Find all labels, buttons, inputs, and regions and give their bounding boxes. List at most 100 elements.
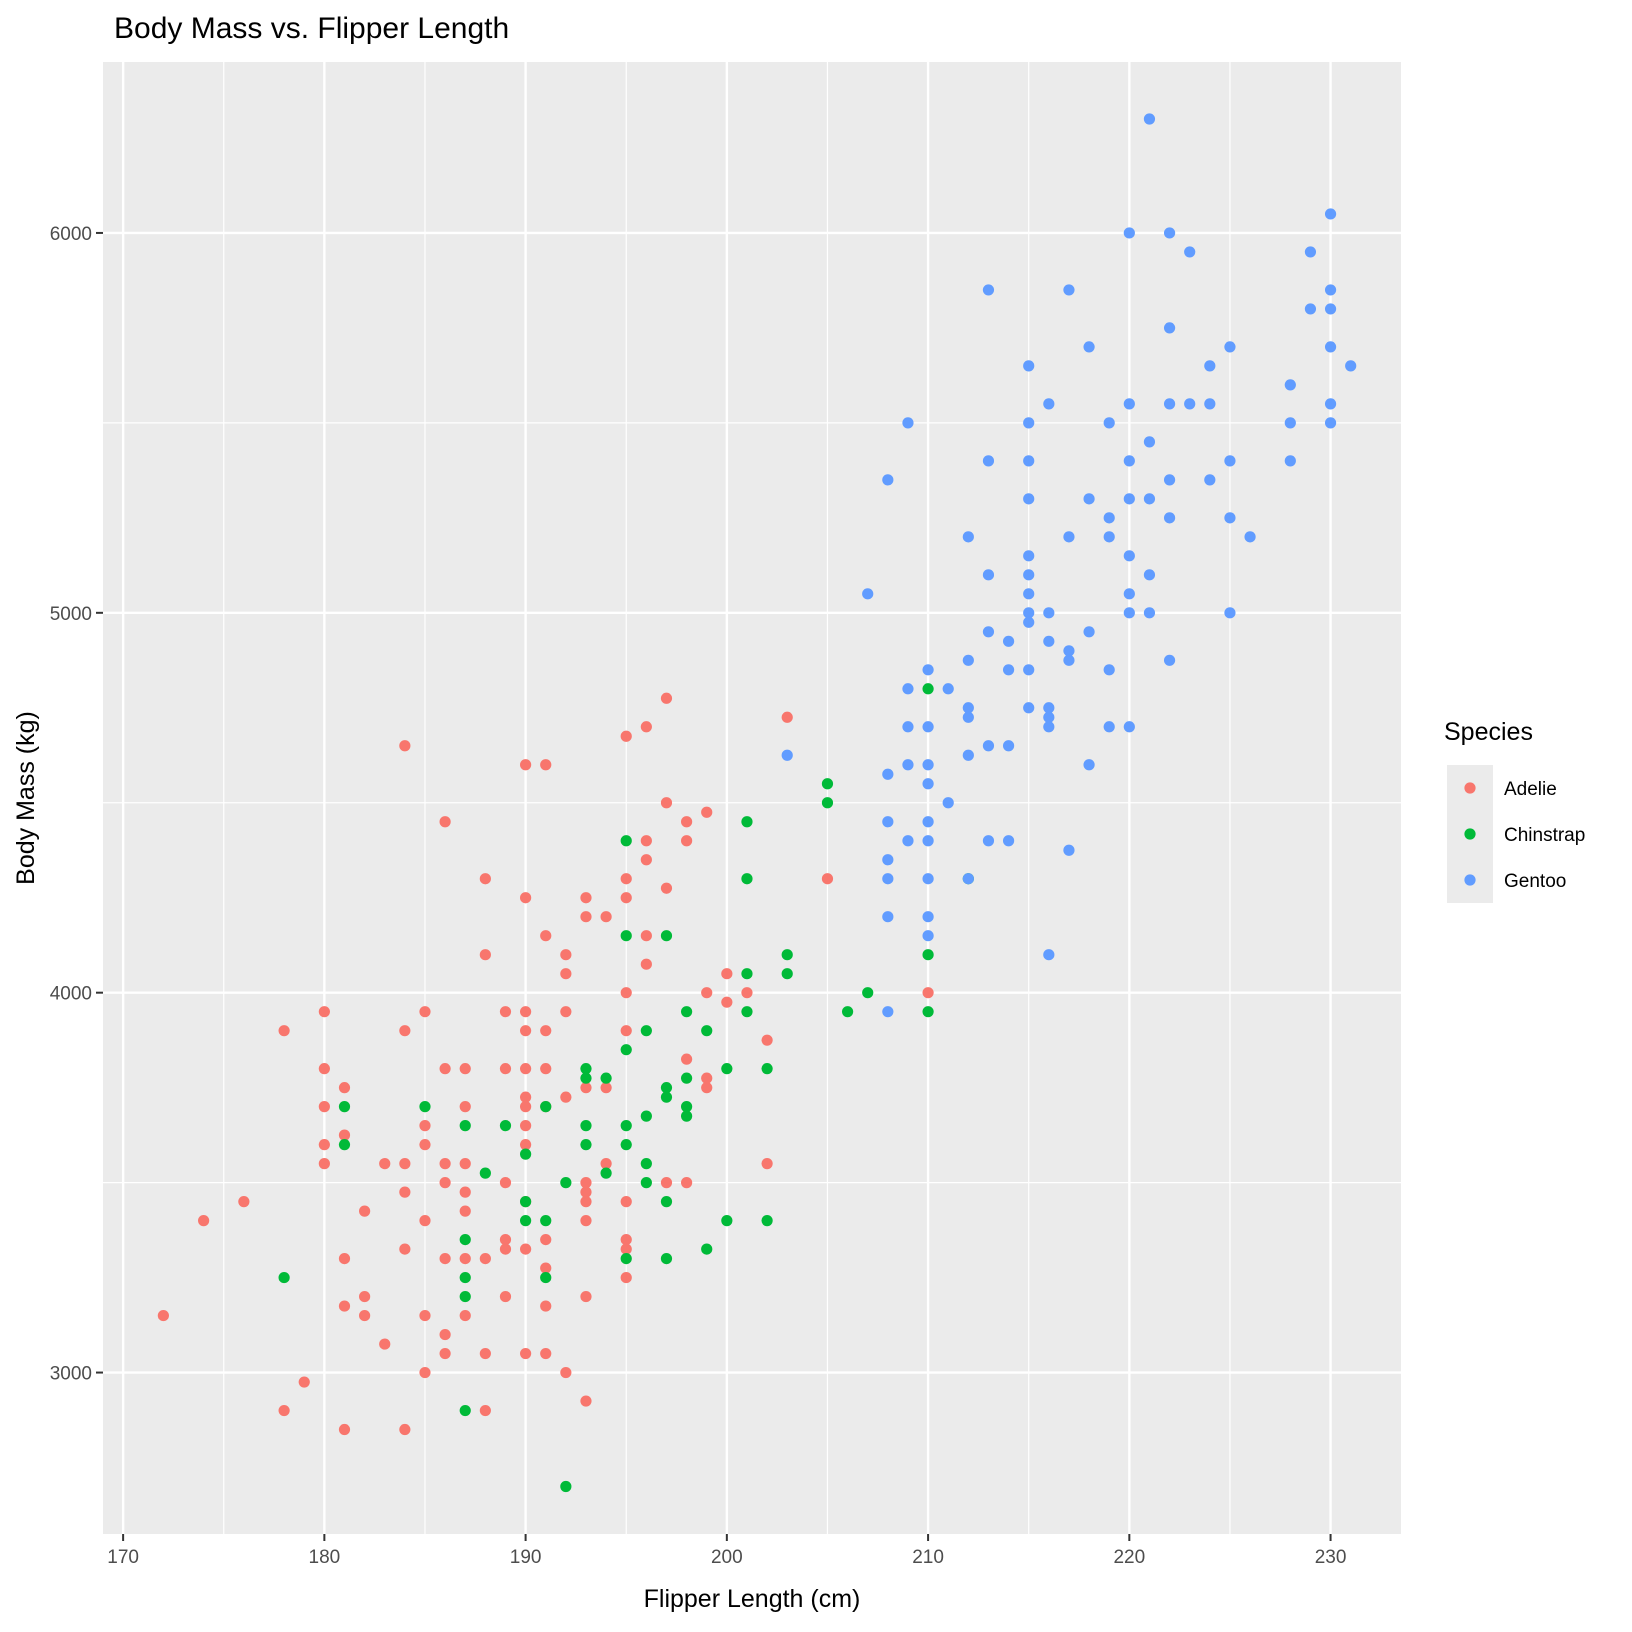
data-point-gentoo bbox=[1023, 455, 1035, 467]
data-point-adelie bbox=[399, 1186, 411, 1198]
data-point-adelie bbox=[580, 892, 592, 904]
data-point-chinstrap bbox=[620, 930, 632, 942]
data-point-chinstrap bbox=[922, 1006, 934, 1018]
data-point-gentoo bbox=[1023, 360, 1035, 372]
data-point-adelie bbox=[318, 1139, 330, 1151]
data-point-gentoo bbox=[1324, 341, 1337, 353]
data-point-chinstrap bbox=[841, 1006, 854, 1018]
data-point-gentoo bbox=[962, 654, 974, 666]
data-point-chinstrap bbox=[741, 1006, 753, 1018]
data-point-adelie bbox=[640, 930, 652, 942]
data-point-adelie bbox=[580, 911, 592, 923]
data-point-gentoo bbox=[1123, 607, 1135, 619]
data-point-chinstrap bbox=[620, 1120, 632, 1132]
data-point-gentoo bbox=[1184, 398, 1196, 410]
data-point-adelie bbox=[439, 1252, 451, 1265]
data-point-gentoo bbox=[1224, 607, 1236, 619]
data-point-gentoo bbox=[1023, 550, 1035, 562]
data-point-adelie bbox=[419, 1215, 431, 1227]
data-point-gentoo bbox=[1143, 607, 1156, 619]
data-point-adelie bbox=[439, 816, 451, 828]
data-point-gentoo bbox=[1002, 835, 1015, 847]
data-point-adelie bbox=[520, 892, 532, 904]
data-point-chinstrap bbox=[459, 1120, 471, 1132]
data-point-gentoo bbox=[902, 721, 914, 733]
data-point-adelie bbox=[499, 1290, 512, 1303]
data-point-gentoo bbox=[922, 930, 934, 942]
data-point-adelie bbox=[520, 759, 532, 771]
data-point-adelie bbox=[399, 1158, 411, 1170]
data-point-adelie bbox=[580, 1177, 592, 1189]
data-point-gentoo bbox=[1324, 303, 1337, 315]
data-point-adelie bbox=[680, 816, 693, 828]
data-point-adelie bbox=[761, 1158, 773, 1170]
data-point-chinstrap bbox=[620, 1252, 632, 1265]
data-point-adelie bbox=[459, 1063, 471, 1075]
data-point-gentoo bbox=[1063, 284, 1075, 296]
data-point-adelie bbox=[338, 1300, 351, 1312]
data-point-chinstrap bbox=[660, 1082, 673, 1094]
legend-label-adelie: Adelie bbox=[1504, 779, 1557, 800]
data-point-chinstrap bbox=[338, 1139, 351, 1151]
y-axis-title: Body Mass (kg) bbox=[12, 711, 40, 885]
y-tick-label: 3000 bbox=[50, 1364, 92, 1385]
data-point-chinstrap bbox=[520, 1196, 532, 1208]
data-point-chinstrap bbox=[640, 1025, 652, 1037]
data-point-gentoo bbox=[1163, 227, 1176, 239]
data-point-gentoo bbox=[962, 873, 974, 885]
data-point-adelie bbox=[660, 882, 673, 894]
data-point-adelie bbox=[399, 1423, 411, 1436]
data-point-adelie bbox=[560, 949, 572, 961]
data-point-gentoo bbox=[1123, 493, 1135, 505]
data-point-chinstrap bbox=[660, 1091, 673, 1103]
data-point-adelie bbox=[439, 1177, 451, 1189]
data-point-chinstrap bbox=[278, 1271, 290, 1284]
data-point-gentoo bbox=[1123, 721, 1135, 733]
plot-panel bbox=[103, 62, 1401, 1534]
data-point-gentoo bbox=[922, 664, 934, 676]
data-point-adelie bbox=[318, 1006, 330, 1018]
data-point-gentoo bbox=[1002, 664, 1015, 676]
data-point-chinstrap bbox=[520, 1215, 532, 1227]
data-point-gentoo bbox=[1284, 417, 1296, 429]
data-point-chinstrap bbox=[660, 1252, 673, 1265]
data-point-chinstrap bbox=[680, 1110, 693, 1122]
data-point-adelie bbox=[620, 1234, 632, 1246]
data-point-gentoo bbox=[1224, 512, 1236, 524]
data-point-adelie bbox=[459, 1309, 471, 1322]
data-point-adelie bbox=[620, 1196, 632, 1208]
data-point-chinstrap bbox=[640, 1110, 652, 1122]
data-point-gentoo bbox=[781, 749, 793, 761]
data-point-adelie bbox=[540, 1300, 552, 1312]
data-point-gentoo bbox=[962, 531, 974, 543]
data-point-chinstrap bbox=[922, 683, 934, 695]
data-point-gentoo bbox=[1345, 360, 1357, 372]
data-point-gentoo bbox=[1163, 398, 1176, 410]
data-point-gentoo bbox=[982, 569, 995, 581]
data-point-chinstrap bbox=[660, 1196, 673, 1208]
data-point-adelie bbox=[540, 930, 552, 942]
data-point-gentoo bbox=[1304, 303, 1317, 315]
data-point-gentoo bbox=[962, 702, 974, 714]
data-point-adelie bbox=[520, 1347, 532, 1360]
data-point-gentoo bbox=[882, 873, 894, 885]
data-point-gentoo bbox=[882, 854, 894, 866]
data-point-gentoo bbox=[1002, 740, 1015, 752]
data-point-gentoo bbox=[902, 759, 914, 771]
data-point-adelie bbox=[499, 1063, 512, 1075]
data-point-gentoo bbox=[922, 835, 934, 847]
data-point-gentoo bbox=[1123, 550, 1135, 562]
data-point-adelie bbox=[238, 1196, 250, 1208]
data-point-adelie bbox=[439, 1347, 451, 1360]
data-point-gentoo bbox=[1123, 227, 1135, 239]
data-point-chinstrap bbox=[620, 1044, 632, 1056]
data-point-adelie bbox=[781, 711, 793, 723]
data-point-gentoo bbox=[982, 740, 995, 752]
data-point-adelie bbox=[540, 1347, 552, 1360]
data-points bbox=[157, 113, 1357, 1493]
data-point-gentoo bbox=[1184, 246, 1196, 258]
data-point-gentoo bbox=[902, 417, 914, 429]
data-point-gentoo bbox=[882, 816, 894, 828]
data-point-gentoo bbox=[1143, 569, 1156, 581]
data-point-gentoo bbox=[1103, 512, 1115, 524]
